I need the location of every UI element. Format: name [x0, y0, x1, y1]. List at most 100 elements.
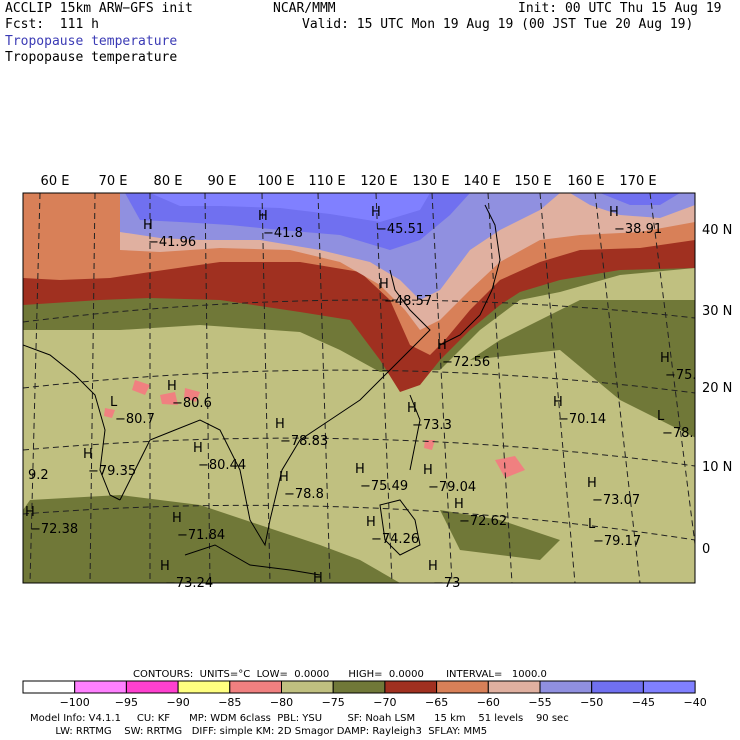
colorbar-label: −55 [528, 696, 551, 709]
extremum-value: −80.6 [172, 396, 212, 411]
high-marker: H [313, 571, 323, 586]
lat-label: 20 N [702, 381, 732, 396]
high-marker: H [143, 218, 153, 233]
colorbar-swatch [229, 680, 283, 694]
init-time: Init: 00 UTC Thu 15 Aug 19 [518, 1, 722, 16]
colorbar-swatch [487, 680, 541, 694]
model-info-line1: Model Info: V4.1.1 CU: KF MP: WDM 6class… [30, 713, 569, 724]
colorbar-label: −100 [60, 696, 90, 709]
extremum-value: −72.62 [459, 514, 507, 529]
colorbar-swatch [642, 680, 696, 694]
model-info-line2: LW: RRTMG SW: RRTMG DIFF: simple KM: 2D … [30, 726, 488, 737]
lon-label: 170 E [619, 174, 656, 189]
high-marker: H [160, 559, 170, 574]
extremum-value: −72.38 [30, 522, 78, 537]
colorbar-swatch [591, 680, 644, 694]
colorbar-swatch [332, 680, 386, 694]
high-marker: H [167, 379, 177, 394]
high-marker: H [423, 463, 433, 478]
extremum-value: −80.7 [115, 412, 155, 427]
extremum-value: −70.14 [558, 412, 606, 427]
colorbar-swatch [74, 680, 127, 694]
extremum-value: −72.56 [442, 355, 490, 370]
forecast-hour: Fcst: 111 h [5, 17, 99, 32]
model-title: ACCLIP 15km ARW−GFS init [5, 1, 193, 16]
colorbar-label: −65 [425, 696, 448, 709]
colorbar-swatch [22, 680, 76, 694]
contour-info: CONTOURS: UNITS=°C LOW= 0.0000 HIGH= 0.0… [133, 669, 547, 680]
lon-label: 80 E [154, 174, 183, 189]
extremum-value: −75.49 [360, 479, 408, 494]
extremum-value: −48.57 [384, 294, 432, 309]
colorbar-label: −85 [218, 696, 241, 709]
lat-label: 0 [702, 542, 710, 557]
extremum-value: −78.8 [284, 487, 324, 502]
colorbar-label: −40 [683, 696, 706, 709]
lon-label: 150 E [514, 174, 551, 189]
lon-label: 100 E [257, 174, 294, 189]
extremum-value: −73.07 [592, 493, 640, 508]
high-marker: H [275, 417, 285, 432]
colorbar-swatch [436, 680, 489, 694]
lon-label: 140 E [463, 174, 500, 189]
colorbar-swatch [177, 680, 231, 694]
extremum-value: 9.2 [28, 468, 49, 483]
extremum-value: −74.26 [371, 532, 419, 547]
lat-label: 10 N [702, 460, 732, 475]
low-marker: L [110, 395, 118, 410]
valid-time: Valid: 15 UTC Mon 19 Aug 19 (00 JST Tue … [302, 17, 694, 32]
high-marker: H [371, 205, 381, 220]
high-marker: H [25, 505, 35, 520]
colorbar-label: −80 [270, 696, 293, 709]
extremum-value: −73.24 [165, 576, 213, 591]
high-marker: H [437, 338, 447, 353]
extremum-value: −41.96 [148, 235, 196, 250]
high-marker: H [172, 511, 182, 526]
high-marker: H [355, 462, 365, 477]
extrema-labels: H −41.96 H −41.8 H −45.51 H −38.91 H −48.57 H −72.5… [25, 205, 697, 591]
high-marker: H [660, 351, 670, 366]
lon-label: 160 E [567, 174, 604, 189]
high-marker: H [553, 395, 563, 410]
high-marker: H [83, 447, 93, 462]
center-name: NCAR/MMM [273, 1, 336, 16]
field-name-shaded: Tropopause temperature [5, 34, 178, 49]
high-marker: H [379, 277, 389, 292]
high-marker: H [428, 559, 438, 574]
high-marker: H [193, 441, 203, 456]
high-marker: H [407, 401, 417, 416]
high-marker: H [454, 497, 464, 512]
extremum-value: −38.91 [614, 222, 662, 237]
lat-label: 30 N [702, 304, 732, 319]
extremum-value: −45.51 [376, 222, 424, 237]
colorbar-label: −95 [115, 696, 138, 709]
colorbar-swatch [539, 680, 593, 694]
extremum-value: −73.3 [412, 418, 452, 433]
longitude-labels: 60 E 70 E 80 E 90 E 100 E 110 E 120 E 130 E 140 … [41, 174, 657, 189]
extremum-value: −79.17 [593, 534, 641, 549]
extremum-value: −78. [662, 426, 694, 441]
shaded-field [23, 193, 695, 583]
colorbar-label: −60 [477, 696, 500, 709]
extremum-value: −80.44 [198, 458, 246, 473]
high-marker: H [258, 209, 268, 224]
colorbar-swatch [125, 680, 179, 694]
colorbar-label: −75 [322, 696, 345, 709]
lon-label: 120 E [360, 174, 397, 189]
low-marker: L [588, 517, 596, 532]
latitude-labels: 40 N 30 N 20 N 10 N 0 [702, 223, 732, 557]
extremum-value: −71.84 [177, 528, 225, 543]
lat-label: 40 N [702, 223, 732, 238]
high-marker: H [587, 476, 597, 491]
colorbar-label: −70 [373, 696, 396, 709]
coastlines [23, 204, 501, 576]
colorbar-swatch [281, 680, 334, 694]
lon-label: 60 E [41, 174, 70, 189]
high-marker: H [366, 515, 376, 530]
colorbar-label: −50 [580, 696, 603, 709]
lon-label: 130 E [412, 174, 449, 189]
low-marker: L [657, 409, 665, 424]
map-frame [22, 192, 696, 584]
